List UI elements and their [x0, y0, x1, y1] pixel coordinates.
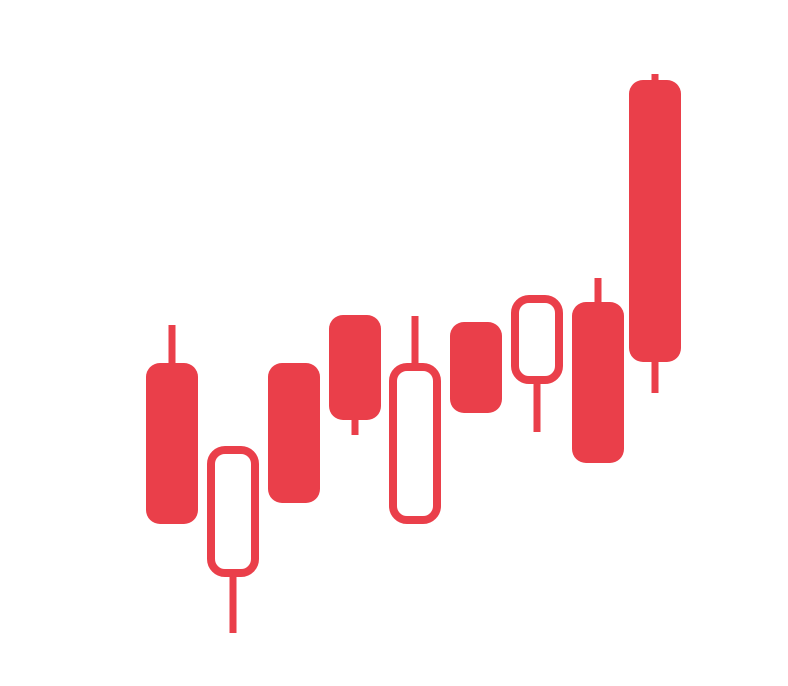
candles-group — [146, 74, 681, 633]
candle-8 — [572, 278, 624, 463]
candle-1 — [146, 325, 198, 524]
candle-body — [207, 446, 259, 577]
candle-7 — [511, 295, 563, 432]
candle-5 — [389, 316, 441, 524]
candle-body — [629, 80, 681, 362]
candle-3 — [268, 363, 320, 503]
candle-2 — [207, 446, 259, 633]
candle-body — [389, 363, 441, 524]
candle-wick — [411, 316, 419, 365]
candle-4 — [329, 315, 381, 435]
candle-6 — [450, 322, 502, 413]
candle-body — [146, 363, 198, 524]
candle-body — [268, 363, 320, 503]
candle-body — [450, 322, 502, 413]
candle-wick — [168, 325, 176, 370]
candle-body — [572, 302, 624, 463]
candle-wick — [594, 278, 602, 310]
candle-9 — [629, 74, 681, 393]
candle-body — [329, 315, 381, 420]
candle-body — [511, 295, 563, 384]
candle-wick — [533, 380, 541, 432]
candle-wick — [229, 575, 237, 633]
